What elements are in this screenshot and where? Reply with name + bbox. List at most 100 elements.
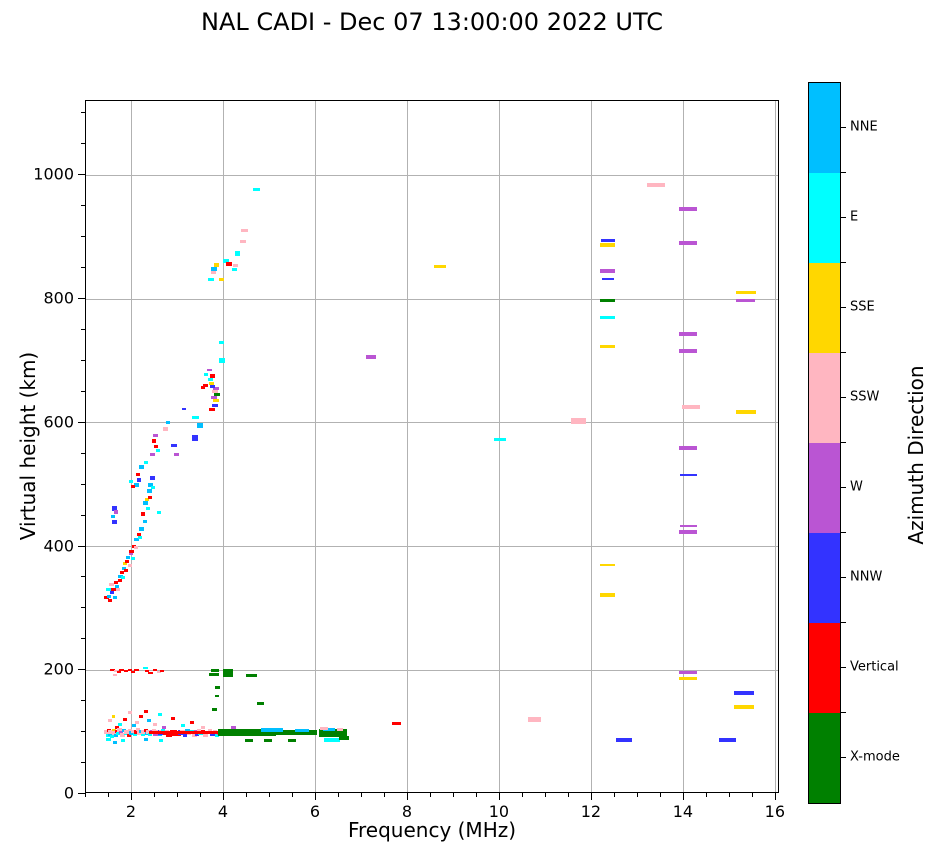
y-major-tick [78, 545, 85, 547]
data-point [124, 568, 128, 572]
data-point [130, 671, 135, 674]
data-point [114, 669, 119, 672]
data-point [600, 592, 616, 597]
data-point [112, 595, 117, 599]
data-point [209, 384, 215, 388]
x-axis-label: Frequency (MHz) [347, 818, 517, 842]
data-point [679, 445, 698, 450]
x-tick-label: 8 [401, 802, 413, 821]
x-tick-label: 10 [488, 802, 510, 821]
data-point [336, 728, 343, 732]
data-point [601, 278, 614, 281]
data-point [135, 473, 140, 477]
data-point [211, 403, 218, 407]
data-point [215, 733, 220, 737]
x-tick-label: 6 [309, 802, 321, 821]
data-point [209, 731, 215, 736]
data-point [146, 506, 151, 510]
y-minor-tick [81, 205, 85, 207]
data-point [104, 730, 110, 735]
y-tick-label: 1000 [33, 164, 74, 184]
data-point [143, 501, 149, 506]
data-point [679, 348, 698, 353]
data-point [134, 669, 140, 672]
data-point [131, 730, 136, 733]
y-minor-tick [81, 514, 85, 516]
data-point [256, 701, 264, 705]
y-minor-tick [81, 390, 85, 392]
data-point [208, 728, 213, 732]
data-point [681, 405, 700, 410]
gridline [315, 101, 317, 792]
data-point [158, 739, 163, 743]
data-point [252, 187, 260, 191]
data-point [600, 243, 616, 248]
data-point [143, 461, 148, 465]
data-point [148, 733, 153, 737]
data-point [235, 250, 241, 256]
data-point [320, 726, 329, 730]
data-point [197, 422, 204, 428]
data-point [570, 417, 586, 424]
data-point [157, 713, 162, 717]
data-point [261, 727, 284, 732]
data-point [733, 705, 754, 710]
data-point [210, 270, 216, 274]
data-point [211, 389, 218, 393]
data-point [138, 465, 144, 470]
y-minor-tick [81, 700, 85, 702]
colorbar-tick-label: X-mode [850, 749, 900, 765]
data-point [273, 730, 318, 736]
x-minor-tick [452, 793, 454, 797]
y-minor-tick [81, 483, 85, 485]
data-point [147, 719, 152, 723]
colorbar-segment-e [809, 173, 840, 263]
colorbar-segment-x-mode [809, 713, 840, 803]
data-point [679, 525, 697, 528]
data-point [366, 354, 377, 359]
x-minor-tick [636, 793, 638, 797]
data-point [719, 737, 737, 742]
data-point [218, 357, 225, 363]
data-point [616, 737, 633, 742]
data-point [162, 426, 168, 431]
x-minor-tick [728, 793, 730, 797]
data-point [679, 671, 698, 675]
data-point [165, 421, 170, 425]
data-point [144, 497, 149, 501]
colorbar-tick [841, 397, 846, 398]
data-point [114, 510, 119, 515]
data-point [110, 591, 115, 595]
colorbar-tick [841, 667, 846, 668]
y-axis-label: Virtual height (km) [16, 351, 40, 541]
colorbar-label: Azimuth Direction [904, 365, 928, 545]
data-point [143, 728, 148, 732]
data-point [214, 392, 221, 396]
data-point [135, 728, 140, 732]
colorbar-tick-label: E [850, 209, 859, 225]
x-minor-tick [85, 793, 86, 797]
y-minor-tick [81, 359, 85, 361]
data-point [156, 510, 161, 514]
x-minor-tick [153, 793, 155, 797]
data-point [155, 449, 160, 453]
gridline [499, 101, 501, 792]
x-minor-tick [705, 793, 707, 797]
data-point [107, 598, 112, 602]
data-point [136, 731, 142, 736]
x-major-tick [498, 793, 500, 800]
colorbar-segment-vertical [809, 623, 840, 713]
data-point [111, 729, 116, 733]
data-point [600, 269, 616, 274]
x-major-tick [130, 793, 132, 800]
data-point [111, 588, 117, 592]
data-point [152, 439, 157, 444]
data-point [131, 484, 136, 488]
colorbar-boundary-tick [841, 352, 846, 353]
data-point [120, 575, 125, 579]
data-point [222, 668, 233, 677]
data-point [735, 409, 756, 414]
data-point [215, 694, 220, 697]
data-point [121, 566, 126, 570]
